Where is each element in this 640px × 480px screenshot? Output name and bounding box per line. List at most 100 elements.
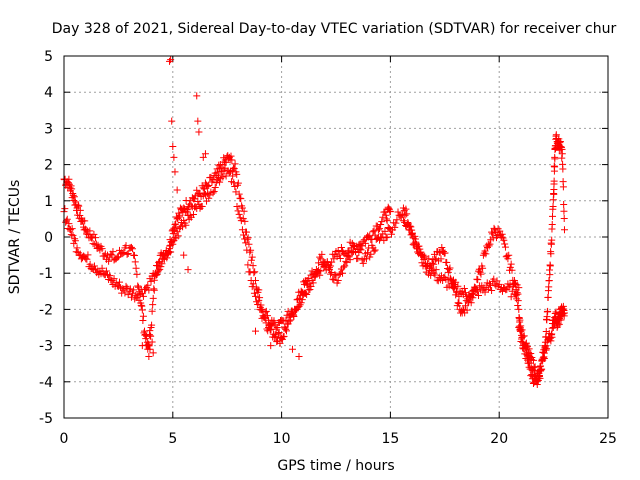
data-point [529, 356, 537, 364]
data-point [230, 179, 238, 187]
data-point [451, 283, 459, 291]
data-point [547, 337, 555, 345]
data-point [521, 344, 529, 352]
data-point [182, 221, 190, 229]
data-point [318, 250, 326, 258]
data-point [505, 251, 513, 259]
data-point [187, 202, 195, 210]
data-point [69, 191, 77, 199]
data-point [403, 210, 411, 218]
data-point [460, 285, 468, 293]
data-point [512, 280, 520, 288]
data-point [134, 282, 142, 290]
data-point [237, 195, 245, 203]
data-point [244, 234, 252, 242]
data-point [557, 316, 565, 324]
data-point [393, 216, 401, 224]
data-point [251, 327, 259, 335]
data-point [155, 258, 163, 266]
data-point [481, 247, 489, 255]
data-point [407, 223, 415, 231]
data-point [443, 259, 451, 267]
data-point [240, 231, 248, 239]
data-point [370, 227, 378, 235]
data-point [135, 296, 143, 304]
data-point [488, 230, 496, 238]
data-point [150, 285, 158, 293]
data-point [560, 309, 568, 317]
data-point [137, 301, 145, 309]
data-point [295, 352, 303, 360]
data-point [74, 201, 82, 209]
data-point [170, 153, 178, 161]
data-point [210, 187, 218, 195]
data-point [514, 297, 522, 305]
data-point [381, 227, 389, 235]
data-point [255, 286, 263, 294]
data-point [171, 221, 179, 229]
data-point [222, 158, 230, 166]
data-point [229, 164, 237, 172]
data-point [180, 251, 188, 259]
data-point [408, 226, 416, 234]
data-point [506, 281, 514, 289]
data-point [205, 194, 213, 202]
data-point [172, 220, 180, 228]
data-point [357, 246, 365, 254]
data-point [280, 332, 288, 340]
data-point [147, 277, 155, 285]
data-point [455, 299, 463, 307]
data-point [282, 327, 290, 335]
tick-layer: 0 5 10 15 20 25 -5 -4 -3 -2 -1 0 1 2 3 4 5 [39, 49, 617, 447]
data-point [98, 245, 106, 253]
data-point [304, 281, 312, 289]
data-point [198, 203, 206, 211]
data-point [378, 218, 386, 226]
data-point [260, 313, 268, 321]
data-point [173, 186, 181, 194]
data-point [441, 249, 449, 257]
data-point [146, 345, 154, 353]
y-tick-label: 5 [44, 49, 53, 65]
data-point [281, 323, 289, 331]
data-point [69, 231, 77, 239]
data-point [145, 352, 153, 360]
data-point [193, 92, 201, 100]
data-point [411, 232, 419, 240]
data-point [354, 254, 362, 262]
data-point [467, 299, 475, 307]
data-point [297, 299, 305, 307]
data-point [501, 240, 509, 248]
data-point [544, 293, 552, 301]
data-point [419, 251, 427, 259]
data-point [86, 260, 94, 268]
data-point [105, 257, 113, 265]
data-point [431, 271, 439, 279]
data-point [341, 262, 349, 270]
data-point [490, 275, 498, 283]
data-point [558, 154, 566, 162]
data-point [366, 232, 374, 240]
data-point [559, 165, 567, 173]
data-point [169, 143, 177, 150]
data-point [314, 268, 322, 276]
data-point [364, 249, 372, 257]
y-tick-label: -2 [39, 302, 53, 318]
data-point [523, 351, 531, 359]
data-point [330, 276, 338, 284]
data-point [227, 152, 235, 160]
data-point [262, 307, 270, 315]
data-point [356, 245, 364, 253]
data-point [346, 256, 354, 264]
data-point [284, 307, 292, 315]
data-point [504, 255, 512, 263]
data-point [482, 250, 490, 258]
data-point [307, 283, 315, 291]
data-point [179, 223, 187, 231]
data-point [361, 239, 369, 247]
data-point [238, 204, 246, 212]
data-point [402, 205, 410, 213]
data-point [425, 255, 433, 263]
